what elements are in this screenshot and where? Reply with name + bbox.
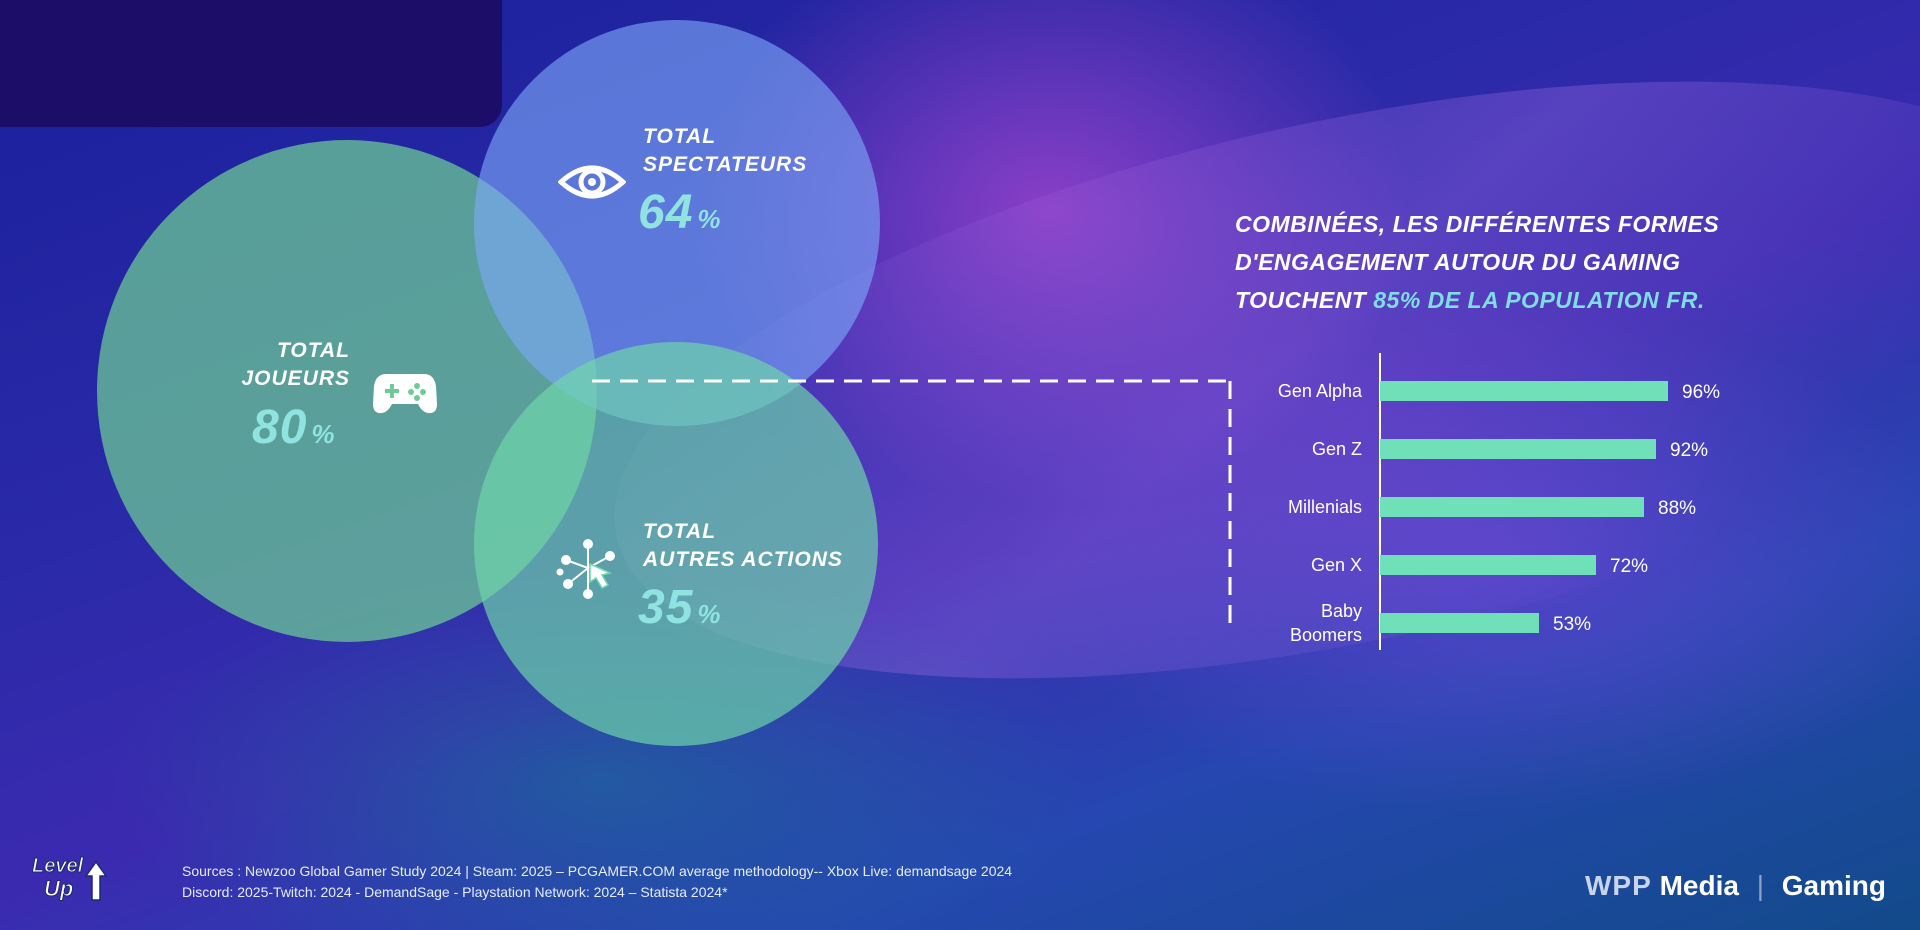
levelup-logo-line1: Level [32, 855, 84, 877]
value-joueurs: 80% [252, 400, 336, 455]
bar-millenials [1380, 497, 1644, 517]
headline-line2: D'ENGAGEMENT AUTOUR DU GAMING [1235, 249, 1681, 275]
category-label: Millenials [1288, 497, 1362, 517]
brand-separator: | [1756, 870, 1764, 901]
sources-line1: Sources : Newzoo Global Gamer Study 2024… [182, 863, 1013, 879]
value-autres: 35% [638, 580, 722, 635]
category-label: Gen X [1311, 555, 1362, 575]
dashed-connector [592, 379, 1232, 623]
bar-baby-boomers [1380, 613, 1539, 633]
value-spectateurs: 64% [638, 185, 722, 240]
brand-media: Media [1659, 870, 1739, 901]
circle-autres-actions [474, 342, 878, 746]
brand-gaming: Gaming [1781, 870, 1886, 901]
sources: Sources : Newzoo Global Gamer Study 2024… [182, 861, 1282, 903]
label-joueurs-line2: JOUEURS [241, 367, 350, 390]
headline: COMBINÉES, LES DIFFÉRENTES FORMES D'ENGA… [1235, 205, 1835, 319]
label-autres-line2: AUTRES ACTIONS [643, 548, 843, 571]
value-label: 92% [1670, 440, 1708, 461]
label-spectateurs-line1: TOTAL [643, 125, 717, 148]
value-spectateurs-sign: % [697, 204, 722, 234]
value-label: 72% [1610, 556, 1648, 577]
category-label: Gen Z [1312, 439, 1362, 459]
bar-gen-z [1380, 439, 1656, 459]
bar-gen-alpha [1380, 381, 1668, 401]
label-spectateurs: TOTAL SPECTATEURS [643, 123, 807, 179]
label-autres: TOTAL AUTRES ACTIONS [643, 518, 843, 574]
headline-line1: COMBINÉES, LES DIFFÉRENTES FORMES [1235, 211, 1720, 237]
value-label: 88% [1658, 498, 1696, 519]
value-autres-sign: % [697, 599, 722, 629]
label-joueurs-line1: TOTAL [276, 339, 350, 362]
value-joueurs-sign: % [311, 419, 336, 449]
generation-bar-chart: Gen Alpha 96% Gen Z 92% Millenials 88% Gen X 72… [1278, 353, 1720, 650]
network-hand-icon [556, 539, 615, 599]
label-autres-line1: TOTAL [643, 520, 717, 543]
value-spectateurs-number: 64 [638, 186, 694, 239]
sources-line2: Discord: 2025-Twitch: 2024 - DemandSage … [182, 884, 728, 900]
headline-highlight: 85% DE LA POPULATION FR. [1373, 287, 1705, 313]
bar-gen-x [1380, 555, 1596, 575]
headline-line3: TOUCHENT 85% DE LA POPULATION FR. [1235, 281, 1835, 319]
brand-wpp-media-gaming: WPP Media | Gaming [1585, 870, 1886, 902]
value-label: 96% [1682, 382, 1720, 403]
category-label: Gen Alpha [1278, 381, 1363, 401]
levelup-logo-line2: Up [44, 876, 73, 901]
eye-icon [558, 165, 626, 199]
category-label: Baby Boomers [1290, 601, 1362, 645]
value-label: 53% [1553, 614, 1591, 635]
label-joueurs: TOTAL JOUEURS [240, 337, 350, 393]
gamepad-icon [373, 374, 437, 414]
headline-line3-prefix: TOUCHENT [1235, 287, 1374, 313]
corner-block [0, 0, 502, 127]
value-joueurs-number: 80 [252, 401, 308, 454]
brand-wpp: WPP [1585, 870, 1652, 901]
levelup-logo: Level Up [32, 855, 108, 902]
label-spectateurs-line2: SPECTATEURS [643, 153, 808, 176]
value-autres-number: 35 [638, 581, 694, 634]
